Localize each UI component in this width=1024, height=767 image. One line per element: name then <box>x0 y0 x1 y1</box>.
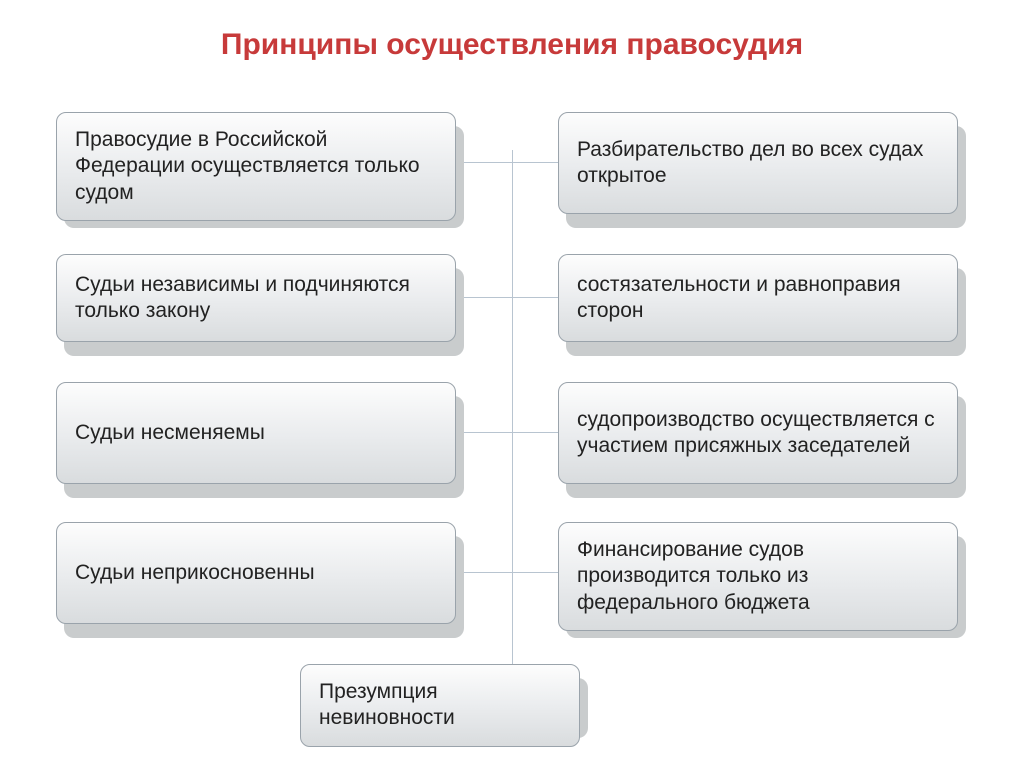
diagram-canvas: Правосудие в Российской Федерации осущес… <box>0 82 1024 742</box>
box-right-1-label: Разбирательство дел во всех судах открыт… <box>577 137 939 190</box>
box-bottom: Презумпция невиновности <box>300 664 580 724</box>
connector-h-4 <box>450 572 574 573</box>
box-right-2: состязательности и равноправия сторон <box>558 254 958 342</box>
box-left-3: Судьи несменяемы <box>56 382 456 484</box>
box-left-1: Правосудие в Российской Федерации осущес… <box>56 112 456 214</box>
box-left-1-label: Правосудие в Российской Федерации осущес… <box>75 127 437 206</box>
box-right-3: судопроизводство осуществляется с участи… <box>558 382 958 484</box>
connector-h-1 <box>450 162 574 163</box>
box-right-3-label: судопроизводство осуществляется с участи… <box>577 407 939 460</box>
box-bottom-label: Презумпция невиновности <box>319 679 561 732</box>
box-right-4: Финансирование судов производится только… <box>558 522 958 624</box>
connector-h-2 <box>450 297 574 298</box>
connector-vertical <box>512 150 513 690</box>
box-right-1: Разбирательство дел во всех судах открыт… <box>558 112 958 214</box>
box-right-2-label: состязательности и равноправия сторон <box>577 272 939 325</box>
box-right-4-label: Финансирование судов производится только… <box>577 537 939 616</box>
box-left-4: Судьи неприкосновенны <box>56 522 456 624</box>
connector-h-3 <box>450 432 574 433</box>
box-left-2-label: Судьи независимы и подчиняются только за… <box>75 272 437 325</box>
box-left-4-label: Судьи неприкосновенны <box>75 560 315 586</box>
page-title: Принципы осуществления правосудия <box>0 0 1024 82</box>
box-left-2: Судьи независимы и подчиняются только за… <box>56 254 456 342</box>
box-left-3-label: Судьи несменяемы <box>75 420 265 446</box>
